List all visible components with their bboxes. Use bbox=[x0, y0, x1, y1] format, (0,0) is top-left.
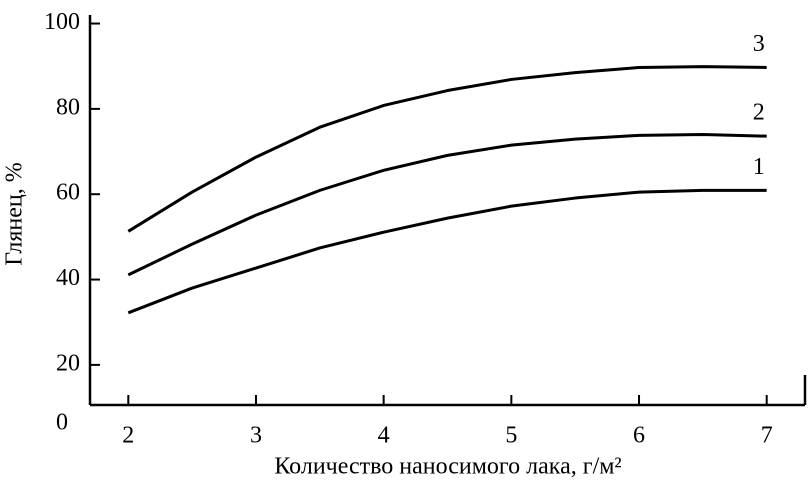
x-tick-label: 7 bbox=[761, 423, 773, 449]
y-tick-label: 100 bbox=[44, 9, 80, 35]
x-tick-label: 6 bbox=[633, 423, 645, 449]
series-line bbox=[127, 188, 767, 315]
x-tick-label: 2 bbox=[122, 423, 134, 449]
x-tick-label: 5 bbox=[505, 423, 517, 449]
y-axis-label: Глянец, % bbox=[2, 162, 28, 265]
x-tick-label: 3 bbox=[250, 423, 262, 449]
origin-label: 0 bbox=[56, 410, 68, 436]
y-tick-label: 40 bbox=[56, 265, 80, 291]
series-label: 3 bbox=[753, 31, 765, 57]
y-tick-label: 60 bbox=[56, 180, 80, 206]
y-tick-label: 20 bbox=[56, 350, 80, 376]
y-tick-label: 80 bbox=[56, 94, 80, 120]
series-label: 2 bbox=[753, 100, 765, 126]
series-label: 1 bbox=[753, 154, 765, 180]
series-line bbox=[127, 132, 767, 277]
series-line bbox=[127, 65, 767, 233]
x-tick-label: 4 bbox=[378, 423, 390, 449]
x-axis-label: Количество наносимого лака, г/м² bbox=[274, 454, 621, 480]
